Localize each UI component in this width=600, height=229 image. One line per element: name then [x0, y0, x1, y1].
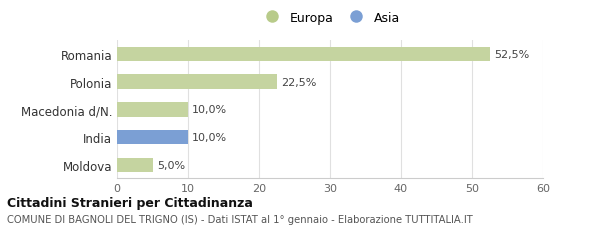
Text: 10,0%: 10,0% — [192, 133, 227, 142]
Text: Cittadini Stranieri per Cittadinanza: Cittadini Stranieri per Cittadinanza — [7, 196, 253, 209]
Bar — [117, 103, 188, 117]
Bar — [117, 158, 152, 172]
Text: 10,0%: 10,0% — [192, 105, 227, 115]
Text: COMUNE DI BAGNOLI DEL TRIGNO (IS) - Dati ISTAT al 1° gennaio - Elaborazione TUTT: COMUNE DI BAGNOLI DEL TRIGNO (IS) - Dati… — [7, 214, 473, 224]
Text: 22,5%: 22,5% — [281, 77, 316, 87]
Bar — [117, 75, 277, 90]
Bar — [117, 47, 490, 62]
Legend: Europa, Asia: Europa, Asia — [257, 9, 403, 27]
Text: 52,5%: 52,5% — [494, 50, 529, 60]
Text: 5,0%: 5,0% — [157, 160, 185, 170]
Bar — [117, 130, 188, 145]
